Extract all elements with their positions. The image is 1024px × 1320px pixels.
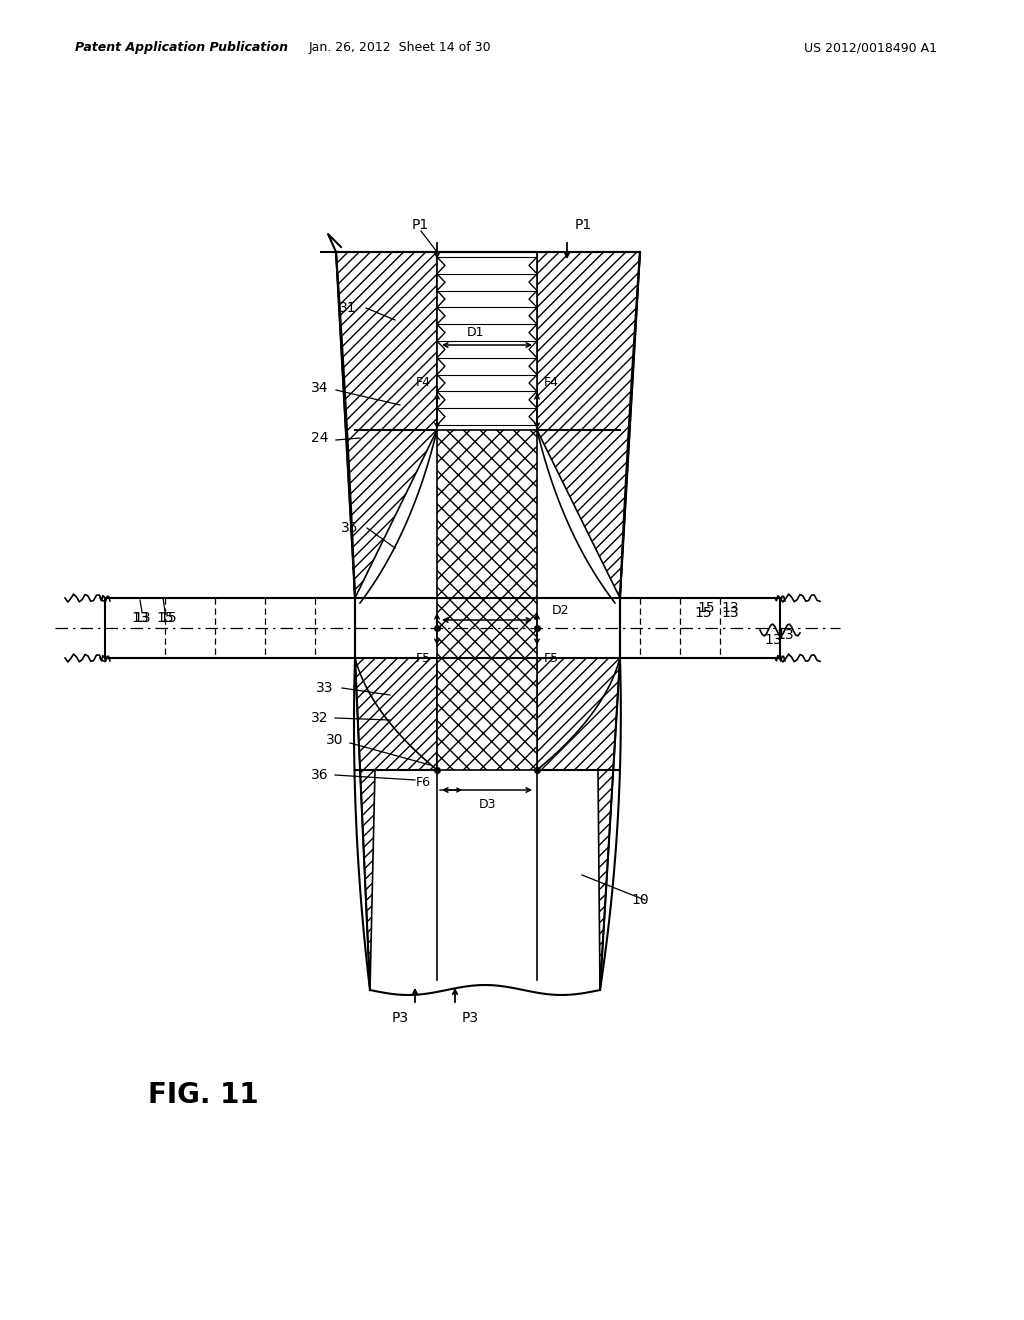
Text: F5: F5 <box>544 652 558 664</box>
Text: D2: D2 <box>552 603 569 616</box>
Text: P1: P1 <box>412 218 429 232</box>
Text: P3: P3 <box>462 1011 479 1026</box>
Text: D3: D3 <box>478 799 496 812</box>
Polygon shape <box>537 252 640 598</box>
Text: F4: F4 <box>416 376 430 389</box>
Text: F5: F5 <box>416 652 430 664</box>
Text: 15: 15 <box>159 611 177 624</box>
Text: 24: 24 <box>311 432 329 445</box>
Text: 35: 35 <box>341 521 358 535</box>
Text: 31: 31 <box>339 301 356 315</box>
Text: 30: 30 <box>327 733 344 747</box>
Text: 13: 13 <box>131 611 148 624</box>
Text: 13: 13 <box>721 606 738 620</box>
Polygon shape <box>336 252 437 598</box>
Polygon shape <box>620 598 780 657</box>
Text: 15: 15 <box>157 611 174 624</box>
Text: 13: 13 <box>133 611 151 624</box>
Polygon shape <box>437 430 537 770</box>
Text: 34: 34 <box>311 381 329 395</box>
Text: US 2012/0018490 A1: US 2012/0018490 A1 <box>804 41 937 54</box>
Text: F4: F4 <box>544 376 558 389</box>
Bar <box>437 252 537 430</box>
Text: 36: 36 <box>311 768 329 781</box>
Text: 32: 32 <box>311 711 329 725</box>
Text: F6: F6 <box>416 776 430 788</box>
Text: 13: 13 <box>776 628 794 642</box>
Text: 15: 15 <box>694 606 712 620</box>
Text: FIG. 11: FIG. 11 <box>148 1081 259 1109</box>
Text: 15: 15 <box>697 601 715 615</box>
Text: Patent Application Publication: Patent Application Publication <box>75 41 288 54</box>
Text: 10: 10 <box>631 894 649 907</box>
Text: D1: D1 <box>466 326 483 338</box>
Polygon shape <box>355 657 437 990</box>
Polygon shape <box>105 598 355 657</box>
Text: 13: 13 <box>721 601 738 615</box>
Text: P1: P1 <box>575 218 592 232</box>
Polygon shape <box>537 657 620 990</box>
Text: Jan. 26, 2012  Sheet 14 of 30: Jan. 26, 2012 Sheet 14 of 30 <box>308 41 492 54</box>
Text: 13: 13 <box>764 634 781 647</box>
Text: 33: 33 <box>316 681 334 696</box>
Text: P3: P3 <box>391 1011 409 1026</box>
Bar <box>437 598 537 770</box>
